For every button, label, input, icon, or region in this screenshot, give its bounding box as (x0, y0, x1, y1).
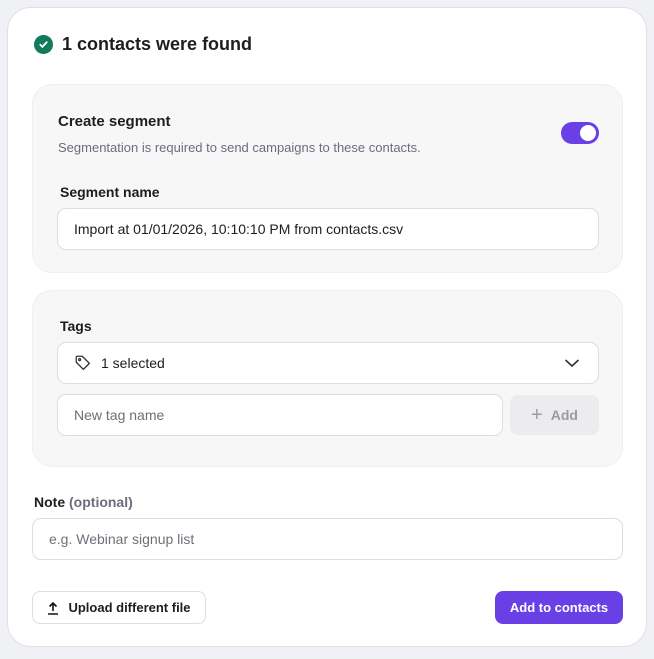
result-title: 1 contacts were found (62, 34, 253, 54)
note-optional-text: (optional) (69, 494, 133, 510)
result-header: 1 contacts were found (34, 34, 252, 55)
add-tag-button[interactable]: + Add (510, 395, 599, 435)
tags-label: Tags (60, 318, 92, 334)
plus-icon: + (531, 403, 543, 426)
note-label-text: Note (34, 494, 66, 510)
create-segment-toggle[interactable] (561, 122, 599, 144)
segment-description: Segmentation is required to send campaig… (58, 140, 421, 155)
tags-select[interactable]: 1 selected (57, 342, 599, 384)
check-circle-icon (34, 35, 53, 54)
upload-icon (47, 601, 59, 615)
segment-panel: Create segment Segmentation is required … (32, 84, 623, 273)
tags-panel: Tags 1 selected New tag name + Add (32, 290, 623, 467)
toggle-knob (580, 125, 596, 141)
note-label: Note (optional) (34, 494, 133, 510)
upload-label: Upload different file (68, 600, 191, 615)
add-tag-label: Add (550, 407, 578, 423)
upload-different-file-button[interactable]: Upload different file (32, 591, 206, 624)
note-input[interactable]: e.g. Webinar signup list (32, 518, 623, 560)
tags-select-value: 1 selected (101, 355, 165, 371)
chevron-down-icon (564, 356, 580, 373)
segment-title: Create segment (58, 113, 171, 130)
segment-name-input[interactable]: Import at 01/01/2026, 10:10:10 PM from c… (57, 208, 599, 250)
new-tag-input[interactable]: New tag name (57, 394, 503, 436)
import-card: 1 contacts were found Create segment Seg… (7, 7, 647, 647)
tag-icon (74, 354, 92, 372)
add-to-contacts-button[interactable]: Add to contacts (495, 591, 623, 624)
segment-name-label: Segment name (60, 184, 160, 200)
